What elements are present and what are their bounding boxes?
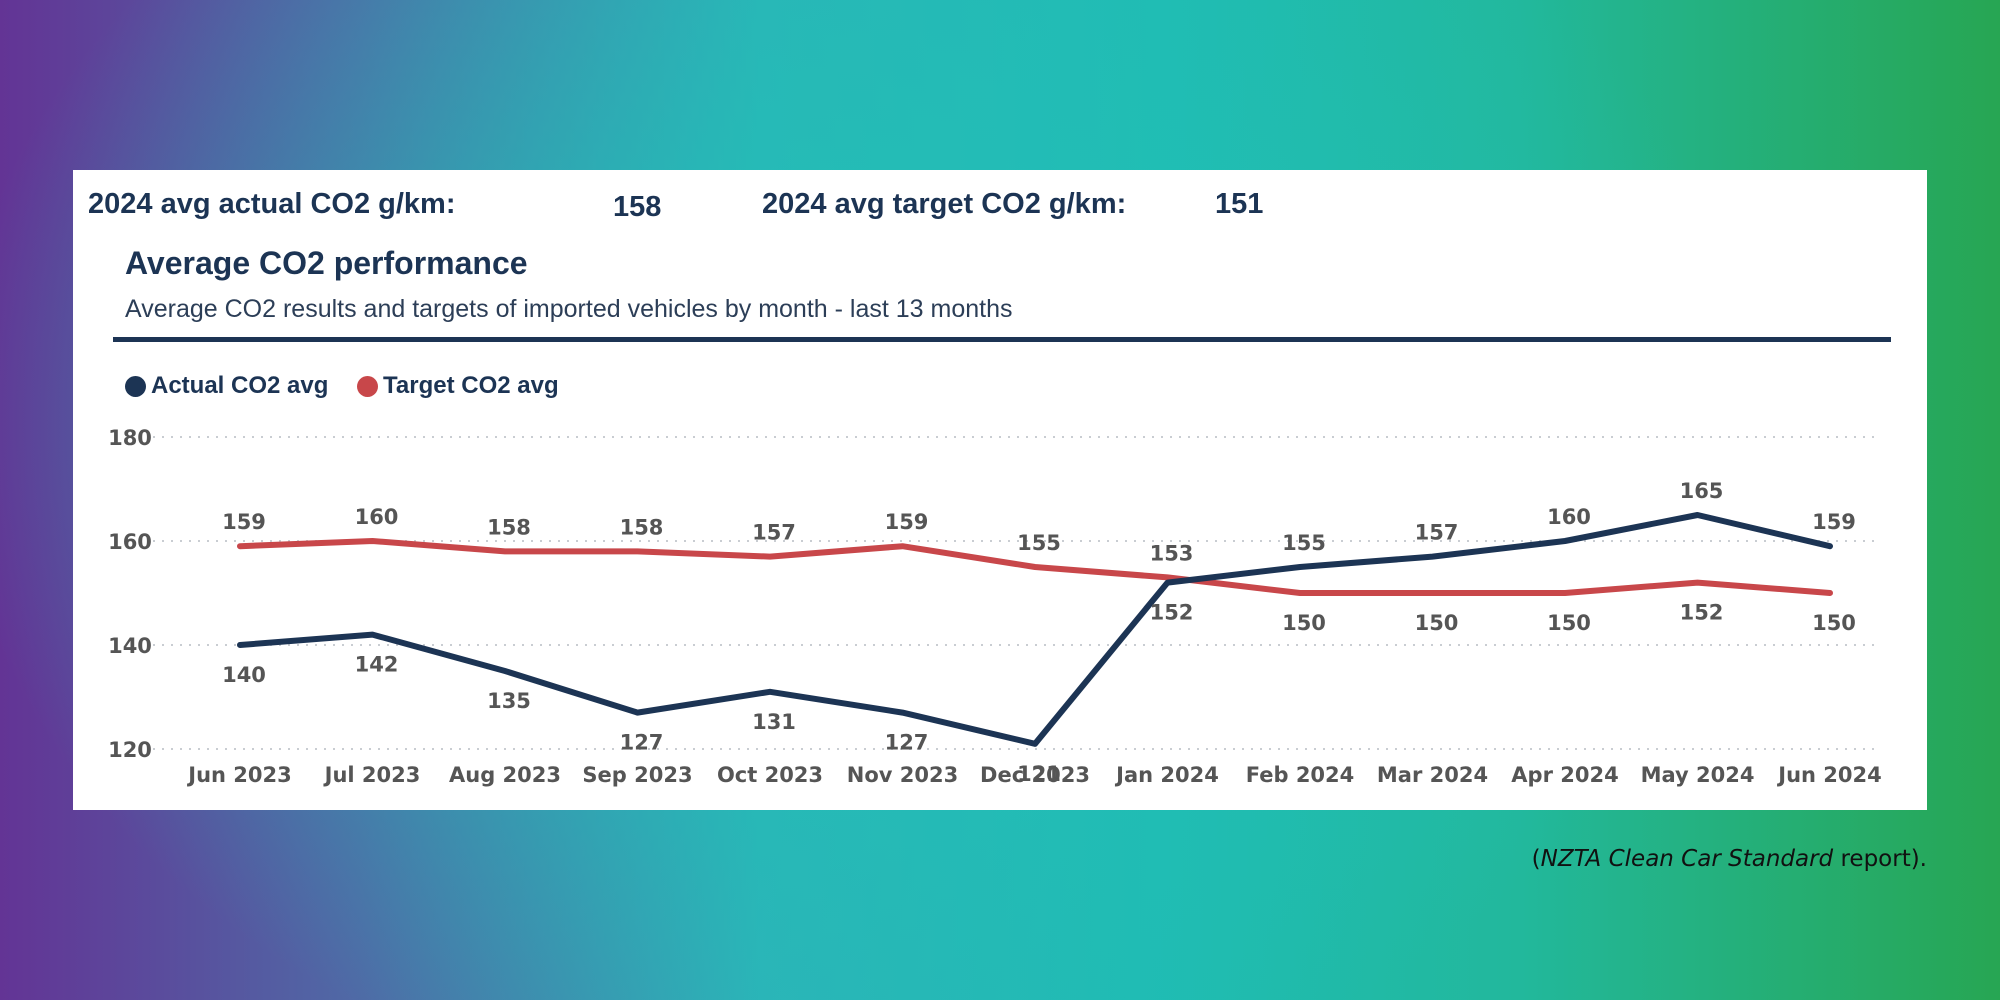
data-label-actual: 160 xyxy=(1547,505,1591,529)
y-tick-label: 160 xyxy=(108,530,152,554)
legend-item-target: Target CO2 avg xyxy=(357,372,559,400)
chart-card: 2024 avg actual CO2 g/km: 158 2024 avg t… xyxy=(73,170,1927,810)
data-label-target: 150 xyxy=(1415,611,1459,635)
data-label-actual: 121 xyxy=(1017,762,1061,786)
x-tick-label: Mar 2024 xyxy=(1377,763,1488,787)
legend-swatch-actual xyxy=(125,375,146,397)
y-tick-label: 180 xyxy=(108,426,152,450)
source-rest: report). xyxy=(1833,846,1927,872)
data-label-target: 150 xyxy=(1547,611,1591,635)
data-label-target: 150 xyxy=(1282,611,1326,635)
x-tick-label: Jun 2024 xyxy=(1776,763,1881,787)
y-tick-label: 140 xyxy=(108,634,152,658)
chart-subtitle: Average CO2 results and targets of impor… xyxy=(125,295,1013,323)
x-tick-label: May 2024 xyxy=(1641,763,1755,787)
x-tick-label: Feb 2024 xyxy=(1246,763,1355,787)
x-tick-label: Nov 2023 xyxy=(847,763,958,787)
data-label-target: 159 xyxy=(885,510,929,534)
x-tick-label: Jun 2023 xyxy=(186,763,291,787)
series-line-actual xyxy=(237,512,1833,747)
data-label-target: 155 xyxy=(1017,531,1061,555)
data-label-target: 152 xyxy=(1680,601,1724,625)
data-label-actual: 127 xyxy=(620,731,664,755)
data-label-actual: 165 xyxy=(1680,479,1724,503)
data-label-actual: 131 xyxy=(752,710,796,734)
kpi-target-value: 151 xyxy=(1215,188,1264,220)
kpi-actual-label: 2024 avg actual CO2 g/km: xyxy=(88,188,456,220)
x-tick-label: Jul 2023 xyxy=(323,763,421,787)
line-chart: 120 140 160 180 Jun 2023 Jul 2023 Aug 2023 Sep … xyxy=(108,426,1882,787)
title-divider xyxy=(113,337,1891,342)
y-tick-label: 120 xyxy=(108,738,152,762)
data-label-actual: 135 xyxy=(487,689,531,713)
data-label-actual: 127 xyxy=(885,731,929,755)
data-label-actual: 159 xyxy=(1812,510,1856,534)
data-label-actual: 142 xyxy=(355,653,399,677)
chart-title: Average CO2 performance xyxy=(125,245,528,281)
data-label-target: 160 xyxy=(355,505,399,529)
data-label-actual: 157 xyxy=(1415,521,1459,545)
legend-swatch-target xyxy=(357,375,378,397)
x-tick-label: Sep 2023 xyxy=(582,763,692,787)
x-tick-label: Jan 2024 xyxy=(1114,763,1219,787)
x-tick-label: Apr 2024 xyxy=(1511,763,1618,787)
data-label-target: 158 xyxy=(487,515,531,539)
data-label-actual: 155 xyxy=(1282,531,1326,555)
source-title: NZTA Clean Car Standard xyxy=(1540,846,1834,872)
kpi-target-label: 2024 avg target CO2 g/km: xyxy=(762,188,1127,220)
data-label-target: 159 xyxy=(222,510,266,534)
source-open: ( xyxy=(1531,846,1541,872)
series-line-target xyxy=(237,538,1833,596)
data-label-target: 153 xyxy=(1150,541,1194,565)
x-tick-label: Oct 2023 xyxy=(717,763,823,787)
legend-item-actual: Actual CO2 avg xyxy=(125,372,328,400)
data-label-actual: 152 xyxy=(1150,601,1194,625)
x-tick-label: Dec 2023 xyxy=(980,763,1090,787)
data-label-actual: 140 xyxy=(222,663,266,687)
legend-label-actual: Actual CO2 avg xyxy=(151,372,329,399)
data-label-target: 158 xyxy=(620,515,664,539)
data-label-target: 157 xyxy=(752,521,796,545)
kpi-actual-value: 158 xyxy=(613,191,662,223)
x-tick-label: Aug 2023 xyxy=(449,763,561,787)
legend-label-target: Target CO2 avg xyxy=(383,372,559,399)
data-label-target: 150 xyxy=(1812,611,1856,635)
source-note: (NZTA Clean Car Standard report). xyxy=(1532,846,1927,872)
